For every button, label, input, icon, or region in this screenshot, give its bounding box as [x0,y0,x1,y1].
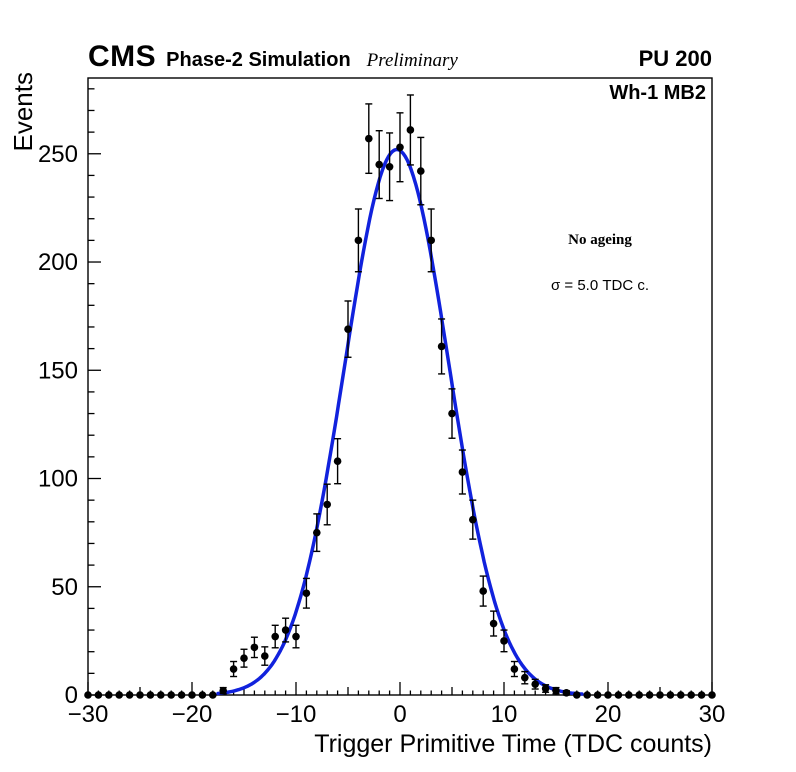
ageing-annotation: No ageing [568,232,632,248]
x-axis-title: Trigger Primitive Time (TDC counts) [314,730,712,758]
preliminary-label: Preliminary [366,50,458,71]
svg-text:20: 20 [595,701,622,728]
svg-text:−20: −20 [172,701,213,728]
svg-text:10: 10 [491,701,518,728]
svg-text:250: 250 [38,141,78,168]
sigma-annotation: σ = 5.0 TDC c. [550,277,650,294]
plot-header: CMS Phase-2 Simulation Preliminary PU 20… [88,40,712,74]
svg-text:0: 0 [65,682,78,709]
svg-text:−10: −10 [276,701,317,728]
chamber-label: Wh-1 MB2 [609,82,706,104]
svg-text:−30: −30 [68,701,109,728]
simulation-label: Phase-2 Simulation [166,49,351,71]
cms-logo: CMS [88,40,157,73]
svg-text:150: 150 [38,357,78,384]
svg-text:0: 0 [393,701,406,728]
pileup-label: PU 200 [638,46,712,71]
svg-text:30: 30 [699,701,726,728]
svg-text:200: 200 [38,249,78,276]
y-axis-title: Events [8,72,38,152]
experiment-label-group: CMS Phase-2 Simulation Preliminary [88,40,458,74]
svg-text:50: 50 [51,574,78,601]
svg-text:100: 100 [38,466,78,493]
